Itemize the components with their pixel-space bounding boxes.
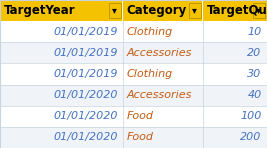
Bar — [203, 106, 267, 127]
Bar — [203, 21, 267, 42]
Text: Clothing: Clothing — [127, 69, 173, 79]
Text: 100: 100 — [240, 111, 262, 121]
Text: 10: 10 — [248, 27, 262, 37]
Bar — [203, 0, 267, 21]
Bar — [109, 3, 121, 18]
Text: TargetQuantity: TargetQuantity — [207, 4, 267, 17]
Bar — [189, 3, 201, 18]
Bar — [123, 21, 203, 42]
Text: 200: 200 — [240, 132, 262, 142]
Bar — [203, 63, 267, 85]
Text: Clothing: Clothing — [127, 27, 173, 37]
Bar — [0, 127, 123, 148]
Bar — [0, 85, 123, 106]
Text: ▾: ▾ — [256, 6, 261, 16]
Bar — [0, 106, 123, 127]
Text: TargetYear: TargetYear — [4, 4, 76, 17]
Text: 01/01/2020: 01/01/2020 — [53, 90, 117, 100]
Bar — [253, 3, 265, 18]
Text: Category: Category — [127, 4, 187, 17]
Bar — [123, 0, 203, 21]
Bar — [122, 0, 124, 21]
Bar — [0, 63, 123, 85]
Bar — [123, 106, 203, 127]
Text: Accessories: Accessories — [127, 48, 192, 58]
Text: Accessories: Accessories — [127, 90, 192, 100]
Bar — [203, 127, 267, 148]
Text: 30: 30 — [248, 69, 262, 79]
Bar — [123, 127, 203, 148]
Bar — [123, 63, 203, 85]
Text: 01/01/2019: 01/01/2019 — [53, 27, 117, 37]
Bar — [123, 85, 203, 106]
Text: Food: Food — [127, 111, 154, 121]
Bar — [0, 42, 123, 63]
Bar — [0, 0, 123, 21]
Bar — [203, 42, 267, 63]
Text: 01/01/2020: 01/01/2020 — [53, 111, 117, 121]
Bar — [0, 21, 123, 42]
Text: 20: 20 — [248, 48, 262, 58]
Bar — [203, 85, 267, 106]
Bar — [123, 42, 203, 63]
Text: 01/01/2020: 01/01/2020 — [53, 132, 117, 142]
Text: 01/01/2019: 01/01/2019 — [53, 69, 117, 79]
Text: ▾: ▾ — [192, 6, 197, 16]
Bar — [202, 0, 204, 21]
Text: Food: Food — [127, 132, 154, 142]
Text: 01/01/2019: 01/01/2019 — [53, 48, 117, 58]
Text: ▾: ▾ — [112, 6, 117, 16]
Text: 40: 40 — [248, 90, 262, 100]
